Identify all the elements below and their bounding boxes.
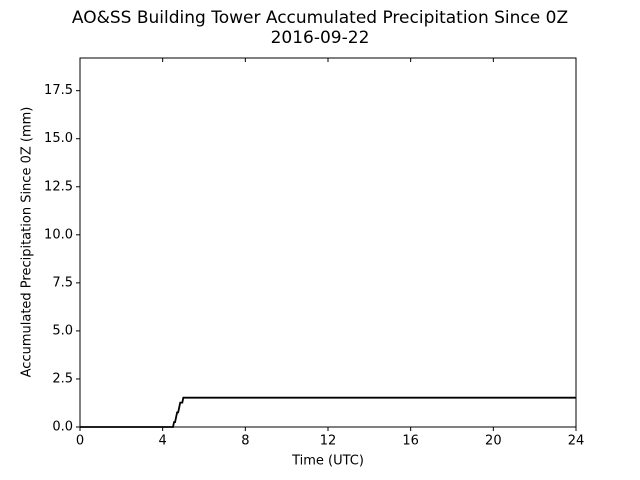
y-tick-label: 5.0 — [52, 323, 73, 338]
y-tick-label: 17.5 — [44, 83, 73, 98]
y-tick-label: 15.0 — [44, 131, 73, 146]
y-tick-label: 2.5 — [52, 371, 73, 386]
data-line — [80, 396, 576, 428]
y-axis-label: Accumulated Precipitation Since 0Z (mm) — [20, 107, 35, 378]
y-tick-label: 10.0 — [44, 227, 73, 242]
y-tick-label: 7.5 — [52, 275, 73, 290]
x-tick-label: 8 — [241, 434, 249, 449]
x-tick-label: 20 — [485, 434, 502, 449]
x-tick-label: 16 — [402, 434, 419, 449]
x-axis-label: Time (UTC) — [291, 454, 364, 469]
chart-subtitle: 2016-09-22 — [271, 28, 370, 48]
x-tick-label: 0 — [76, 434, 84, 449]
y-tick-label: 0.0 — [52, 420, 73, 435]
x-tick-label: 12 — [320, 434, 337, 449]
chart-title: AO&SS Building Tower Accumulated Precipi… — [72, 8, 568, 28]
x-tick-label: 4 — [159, 434, 167, 449]
y-tick-label: 12.5 — [44, 179, 73, 194]
x-tick-label: 24 — [568, 434, 585, 449]
